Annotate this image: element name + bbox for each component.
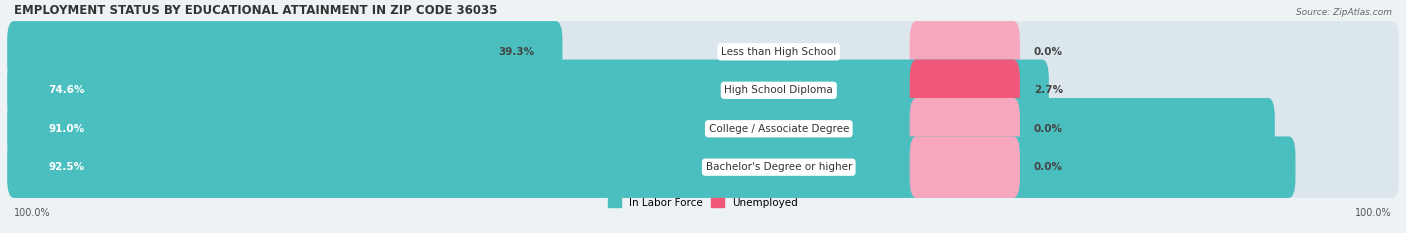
FancyBboxPatch shape: [910, 98, 1019, 159]
FancyBboxPatch shape: [910, 21, 1019, 83]
FancyBboxPatch shape: [7, 98, 1275, 159]
Text: 74.6%: 74.6%: [48, 85, 84, 95]
Text: College / Associate Degree: College / Associate Degree: [709, 124, 849, 134]
FancyBboxPatch shape: [910, 59, 1019, 121]
FancyBboxPatch shape: [7, 21, 562, 83]
Text: 0.0%: 0.0%: [1033, 124, 1063, 134]
FancyBboxPatch shape: [910, 136, 1019, 198]
Legend: In Labor Force, Unemployed: In Labor Force, Unemployed: [605, 194, 801, 212]
FancyBboxPatch shape: [7, 136, 1399, 198]
Text: 2.7%: 2.7%: [1033, 85, 1063, 95]
Text: 0.0%: 0.0%: [1033, 162, 1063, 172]
Text: 100.0%: 100.0%: [14, 208, 51, 218]
FancyBboxPatch shape: [7, 21, 1399, 83]
Text: Source: ZipAtlas.com: Source: ZipAtlas.com: [1296, 8, 1392, 17]
Text: 91.0%: 91.0%: [48, 124, 84, 134]
Text: 92.5%: 92.5%: [48, 162, 84, 172]
Text: Less than High School: Less than High School: [721, 47, 837, 57]
FancyBboxPatch shape: [7, 59, 1049, 121]
Text: 100.0%: 100.0%: [1355, 208, 1392, 218]
Text: EMPLOYMENT STATUS BY EDUCATIONAL ATTAINMENT IN ZIP CODE 36035: EMPLOYMENT STATUS BY EDUCATIONAL ATTAINM…: [14, 4, 498, 17]
Text: 39.3%: 39.3%: [499, 47, 534, 57]
Text: High School Diploma: High School Diploma: [724, 85, 834, 95]
Text: Bachelor's Degree or higher: Bachelor's Degree or higher: [706, 162, 852, 172]
FancyBboxPatch shape: [7, 136, 1295, 198]
Text: 0.0%: 0.0%: [1033, 47, 1063, 57]
FancyBboxPatch shape: [7, 98, 1399, 159]
FancyBboxPatch shape: [7, 59, 1399, 121]
